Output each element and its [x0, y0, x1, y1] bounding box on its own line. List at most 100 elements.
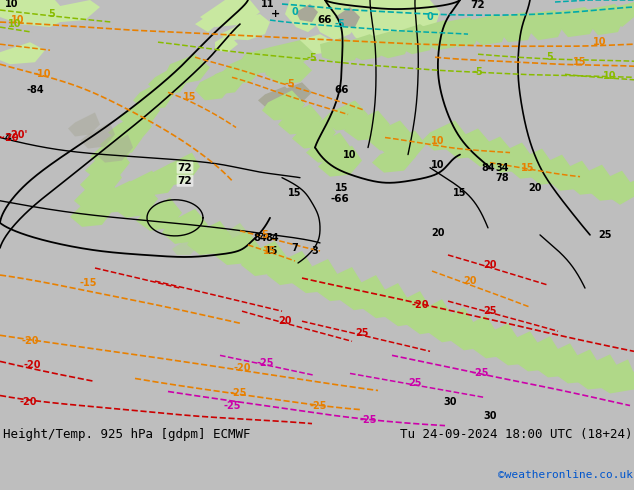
- Polygon shape: [118, 98, 160, 127]
- Polygon shape: [585, 4, 625, 35]
- Text: -20: -20: [411, 300, 429, 310]
- Text: -5: -5: [285, 79, 295, 89]
- Polygon shape: [445, 17, 480, 47]
- Text: 66: 66: [335, 85, 349, 96]
- Text: 20: 20: [483, 260, 497, 270]
- Polygon shape: [608, 181, 634, 205]
- Text: 15: 15: [453, 188, 467, 198]
- Polygon shape: [467, 137, 512, 167]
- Polygon shape: [133, 80, 175, 110]
- Polygon shape: [0, 42, 45, 64]
- Polygon shape: [390, 0, 440, 37]
- Polygon shape: [165, 54, 210, 84]
- Text: -15: -15: [79, 278, 97, 288]
- Text: ~20: ~20: [0, 132, 19, 143]
- Text: -5: -5: [472, 67, 483, 77]
- Polygon shape: [574, 354, 620, 390]
- Polygon shape: [0, 0, 70, 27]
- Text: -5: -5: [307, 53, 318, 63]
- Text: 78: 78: [495, 172, 509, 183]
- Polygon shape: [322, 100, 368, 130]
- Text: -25: -25: [230, 389, 247, 398]
- Polygon shape: [108, 112, 152, 143]
- Polygon shape: [588, 171, 632, 201]
- Polygon shape: [155, 152, 200, 186]
- Polygon shape: [278, 104, 322, 135]
- Polygon shape: [318, 146, 362, 177]
- Text: 11: 11: [261, 0, 275, 9]
- Text: -20': -20': [8, 129, 29, 140]
- Polygon shape: [220, 27, 242, 42]
- Polygon shape: [494, 331, 540, 366]
- Polygon shape: [258, 86, 295, 109]
- Polygon shape: [172, 237, 198, 255]
- Text: 15: 15: [263, 246, 277, 256]
- Polygon shape: [187, 221, 232, 255]
- Text: 5: 5: [262, 230, 268, 240]
- Polygon shape: [450, 315, 496, 350]
- Text: 20: 20: [278, 316, 292, 326]
- Polygon shape: [90, 135, 132, 167]
- Polygon shape: [274, 82, 312, 104]
- Text: 5: 5: [547, 52, 553, 62]
- Polygon shape: [528, 154, 572, 185]
- Polygon shape: [96, 135, 133, 163]
- Text: -25: -25: [359, 415, 377, 425]
- Polygon shape: [555, 7, 598, 37]
- Text: 34: 34: [495, 163, 508, 172]
- Text: 72: 72: [178, 163, 192, 172]
- Polygon shape: [265, 40, 315, 66]
- Text: 15: 15: [265, 246, 279, 256]
- Text: 10: 10: [11, 15, 25, 25]
- Text: -25: -25: [223, 400, 241, 411]
- Polygon shape: [344, 110, 390, 141]
- Polygon shape: [230, 14, 270, 40]
- Polygon shape: [616, 371, 634, 392]
- Text: 10: 10: [593, 37, 607, 47]
- Polygon shape: [195, 73, 232, 100]
- Polygon shape: [292, 119, 336, 148]
- Text: 30: 30: [483, 411, 497, 420]
- Text: -25: -25: [256, 358, 274, 368]
- Polygon shape: [406, 299, 452, 334]
- Polygon shape: [262, 90, 305, 121]
- Polygon shape: [320, 37, 360, 62]
- Polygon shape: [136, 198, 182, 231]
- Text: Height/Temp. 925 hPa [gdpm] ECMWF: Height/Temp. 925 hPa [gdpm] ECMWF: [3, 428, 250, 441]
- Text: ©weatheronline.co.uk: ©weatheronline.co.uk: [498, 470, 633, 480]
- Polygon shape: [112, 185, 158, 218]
- Text: 10: 10: [603, 71, 617, 81]
- Polygon shape: [292, 259, 338, 293]
- Text: 10: 10: [5, 0, 19, 9]
- Text: -5: -5: [335, 19, 346, 29]
- Text: 10: 10: [343, 149, 357, 160]
- Polygon shape: [100, 124, 142, 154]
- Polygon shape: [74, 177, 118, 211]
- Polygon shape: [135, 163, 180, 196]
- Text: 25: 25: [355, 328, 369, 338]
- Polygon shape: [548, 161, 592, 191]
- Polygon shape: [214, 231, 260, 265]
- Text: 30: 30: [443, 396, 456, 407]
- Polygon shape: [554, 349, 600, 384]
- Polygon shape: [306, 132, 350, 163]
- Text: 20: 20: [463, 276, 477, 286]
- Text: 10: 10: [8, 19, 22, 29]
- Text: -20: -20: [19, 396, 37, 407]
- Polygon shape: [310, 0, 360, 40]
- Polygon shape: [316, 267, 362, 301]
- Polygon shape: [208, 66, 245, 95]
- Polygon shape: [70, 193, 114, 227]
- Text: -25: -25: [309, 400, 327, 411]
- Polygon shape: [220, 55, 262, 84]
- Polygon shape: [195, 14, 220, 32]
- Text: 15: 15: [521, 163, 534, 172]
- Polygon shape: [488, 143, 532, 172]
- Polygon shape: [422, 121, 466, 150]
- Polygon shape: [265, 57, 312, 84]
- Polygon shape: [568, 165, 612, 195]
- Text: 84: 84: [265, 233, 279, 243]
- Text: Tu 24-09-2024 18:00 UTC (18+24): Tu 24-09-2024 18:00 UTC (18+24): [400, 428, 633, 441]
- Polygon shape: [340, 275, 386, 310]
- Text: -20: -20: [22, 336, 39, 346]
